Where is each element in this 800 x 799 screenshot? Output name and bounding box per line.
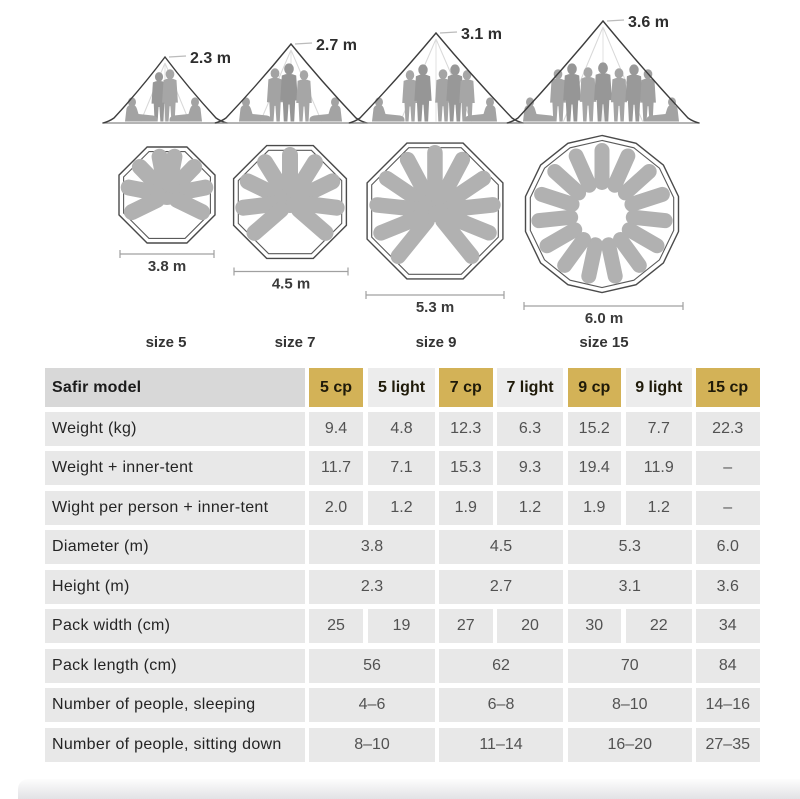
svg-text:2.7 m: 2.7 m — [316, 37, 357, 54]
svg-text:2.3 m: 2.3 m — [190, 50, 231, 67]
svg-text:4.5 m: 4.5 m — [272, 276, 310, 293]
svg-text:6.0 m: 6.0 m — [585, 310, 623, 327]
svg-text:3.8 m: 3.8 m — [148, 258, 186, 275]
svg-text:size 9: size 9 — [416, 334, 457, 351]
svg-text:5.3 m: 5.3 m — [416, 299, 454, 316]
svg-text:3.1 m: 3.1 m — [461, 26, 502, 43]
svg-text:size 7: size 7 — [275, 334, 316, 351]
svg-text:size 15: size 15 — [579, 334, 628, 351]
svg-text:3.6 m: 3.6 m — [628, 14, 669, 31]
svg-text:size 5: size 5 — [146, 334, 187, 351]
